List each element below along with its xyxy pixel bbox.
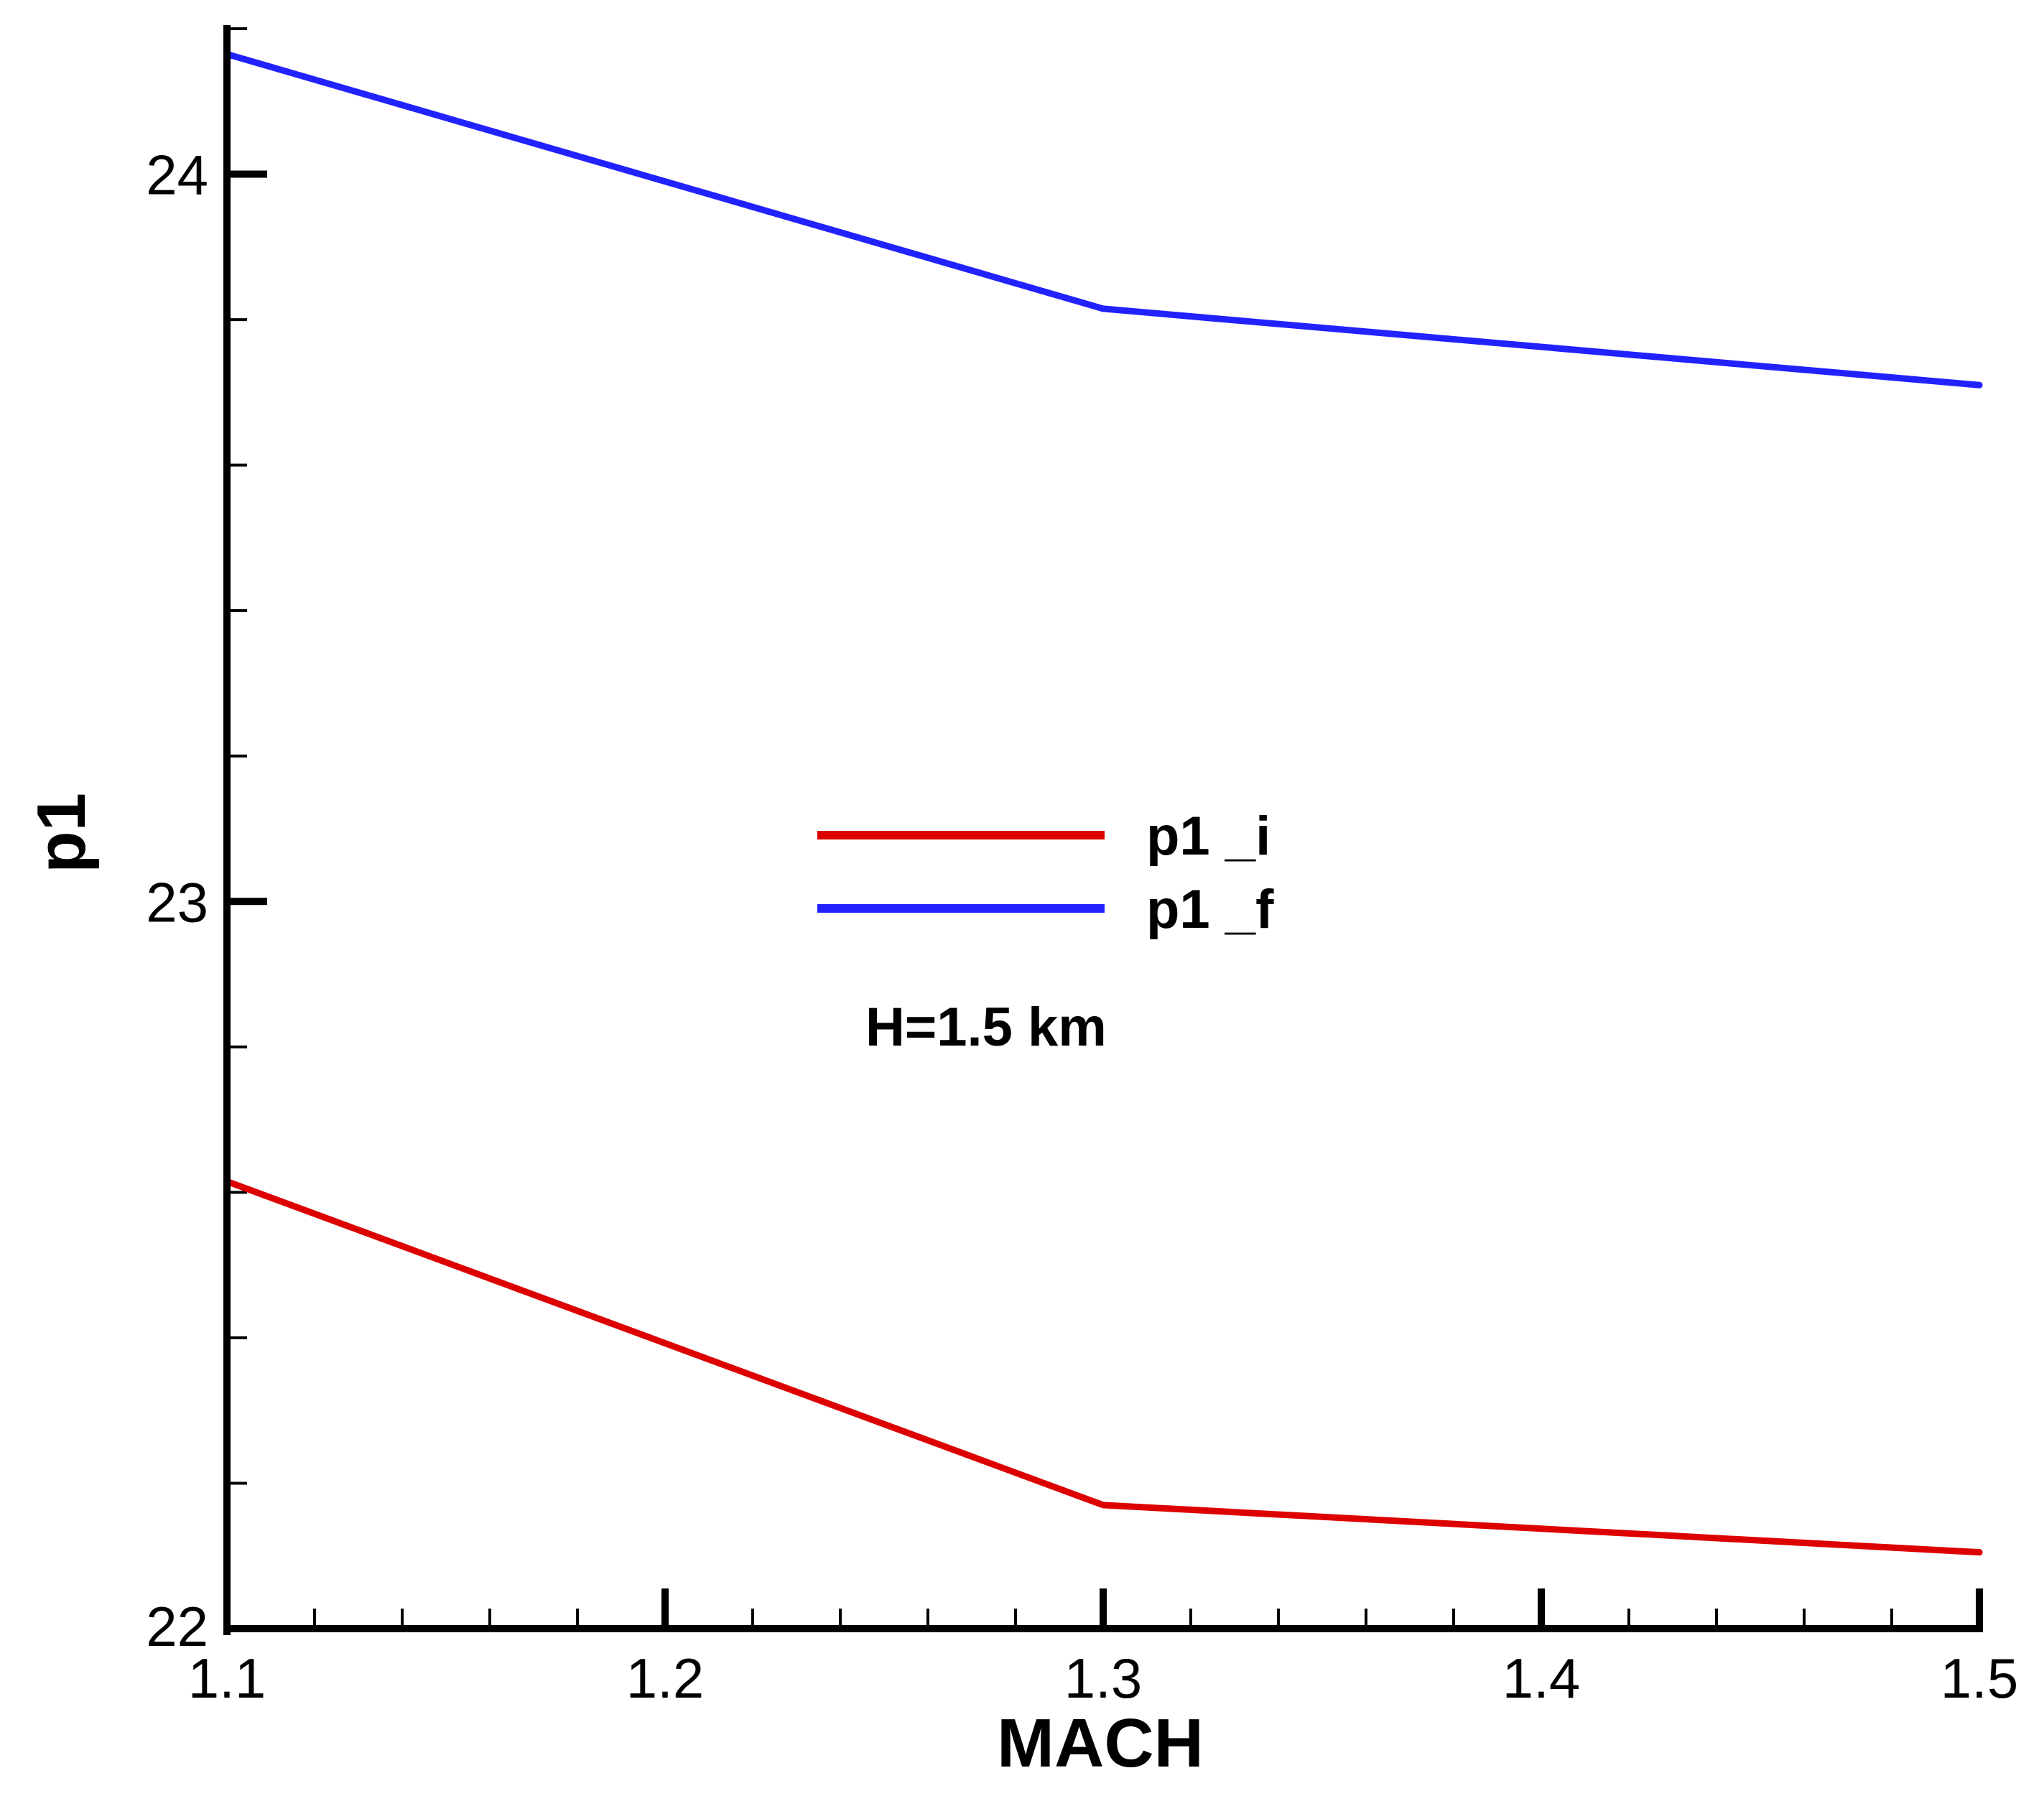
legend-label-p1-i: p1 _i [1146,806,1270,867]
altitude-annotation: H=1.5 km [865,997,1107,1058]
y-axis-title: p1 [23,793,100,873]
data-point [1976,1549,1983,1556]
tick-labels: 1.1 1.2 1.3 1.4 1.5 22 23 24 [146,144,2018,1710]
y-tick-label: 23 [146,870,208,934]
data-point [1100,1502,1107,1509]
x-tick-label: 1.5 [1941,1647,2018,1710]
data-point [1976,381,1983,388]
x-tick-label: 1.1 [188,1647,266,1710]
x-tick-label: 1.2 [626,1647,704,1710]
series-lines [223,50,1983,1556]
x-tick-label: 1.3 [1064,1647,1142,1710]
data-point [1100,305,1107,312]
legend: p1 _i p1 _f [817,806,1274,940]
x-tick-label: 1.4 [1502,1647,1580,1710]
y-tick-label: 24 [146,144,208,207]
y-tick-label: 22 [146,1595,208,1658]
x-axis-title: MACH [997,1705,1204,1782]
ticks-layer [223,27,1983,1632]
legend-label-p1-f: p1 _f [1146,879,1274,940]
series-line-p1-i [223,1178,1983,1556]
series-line-p1-f [223,50,1983,388]
axes [223,25,1983,1635]
